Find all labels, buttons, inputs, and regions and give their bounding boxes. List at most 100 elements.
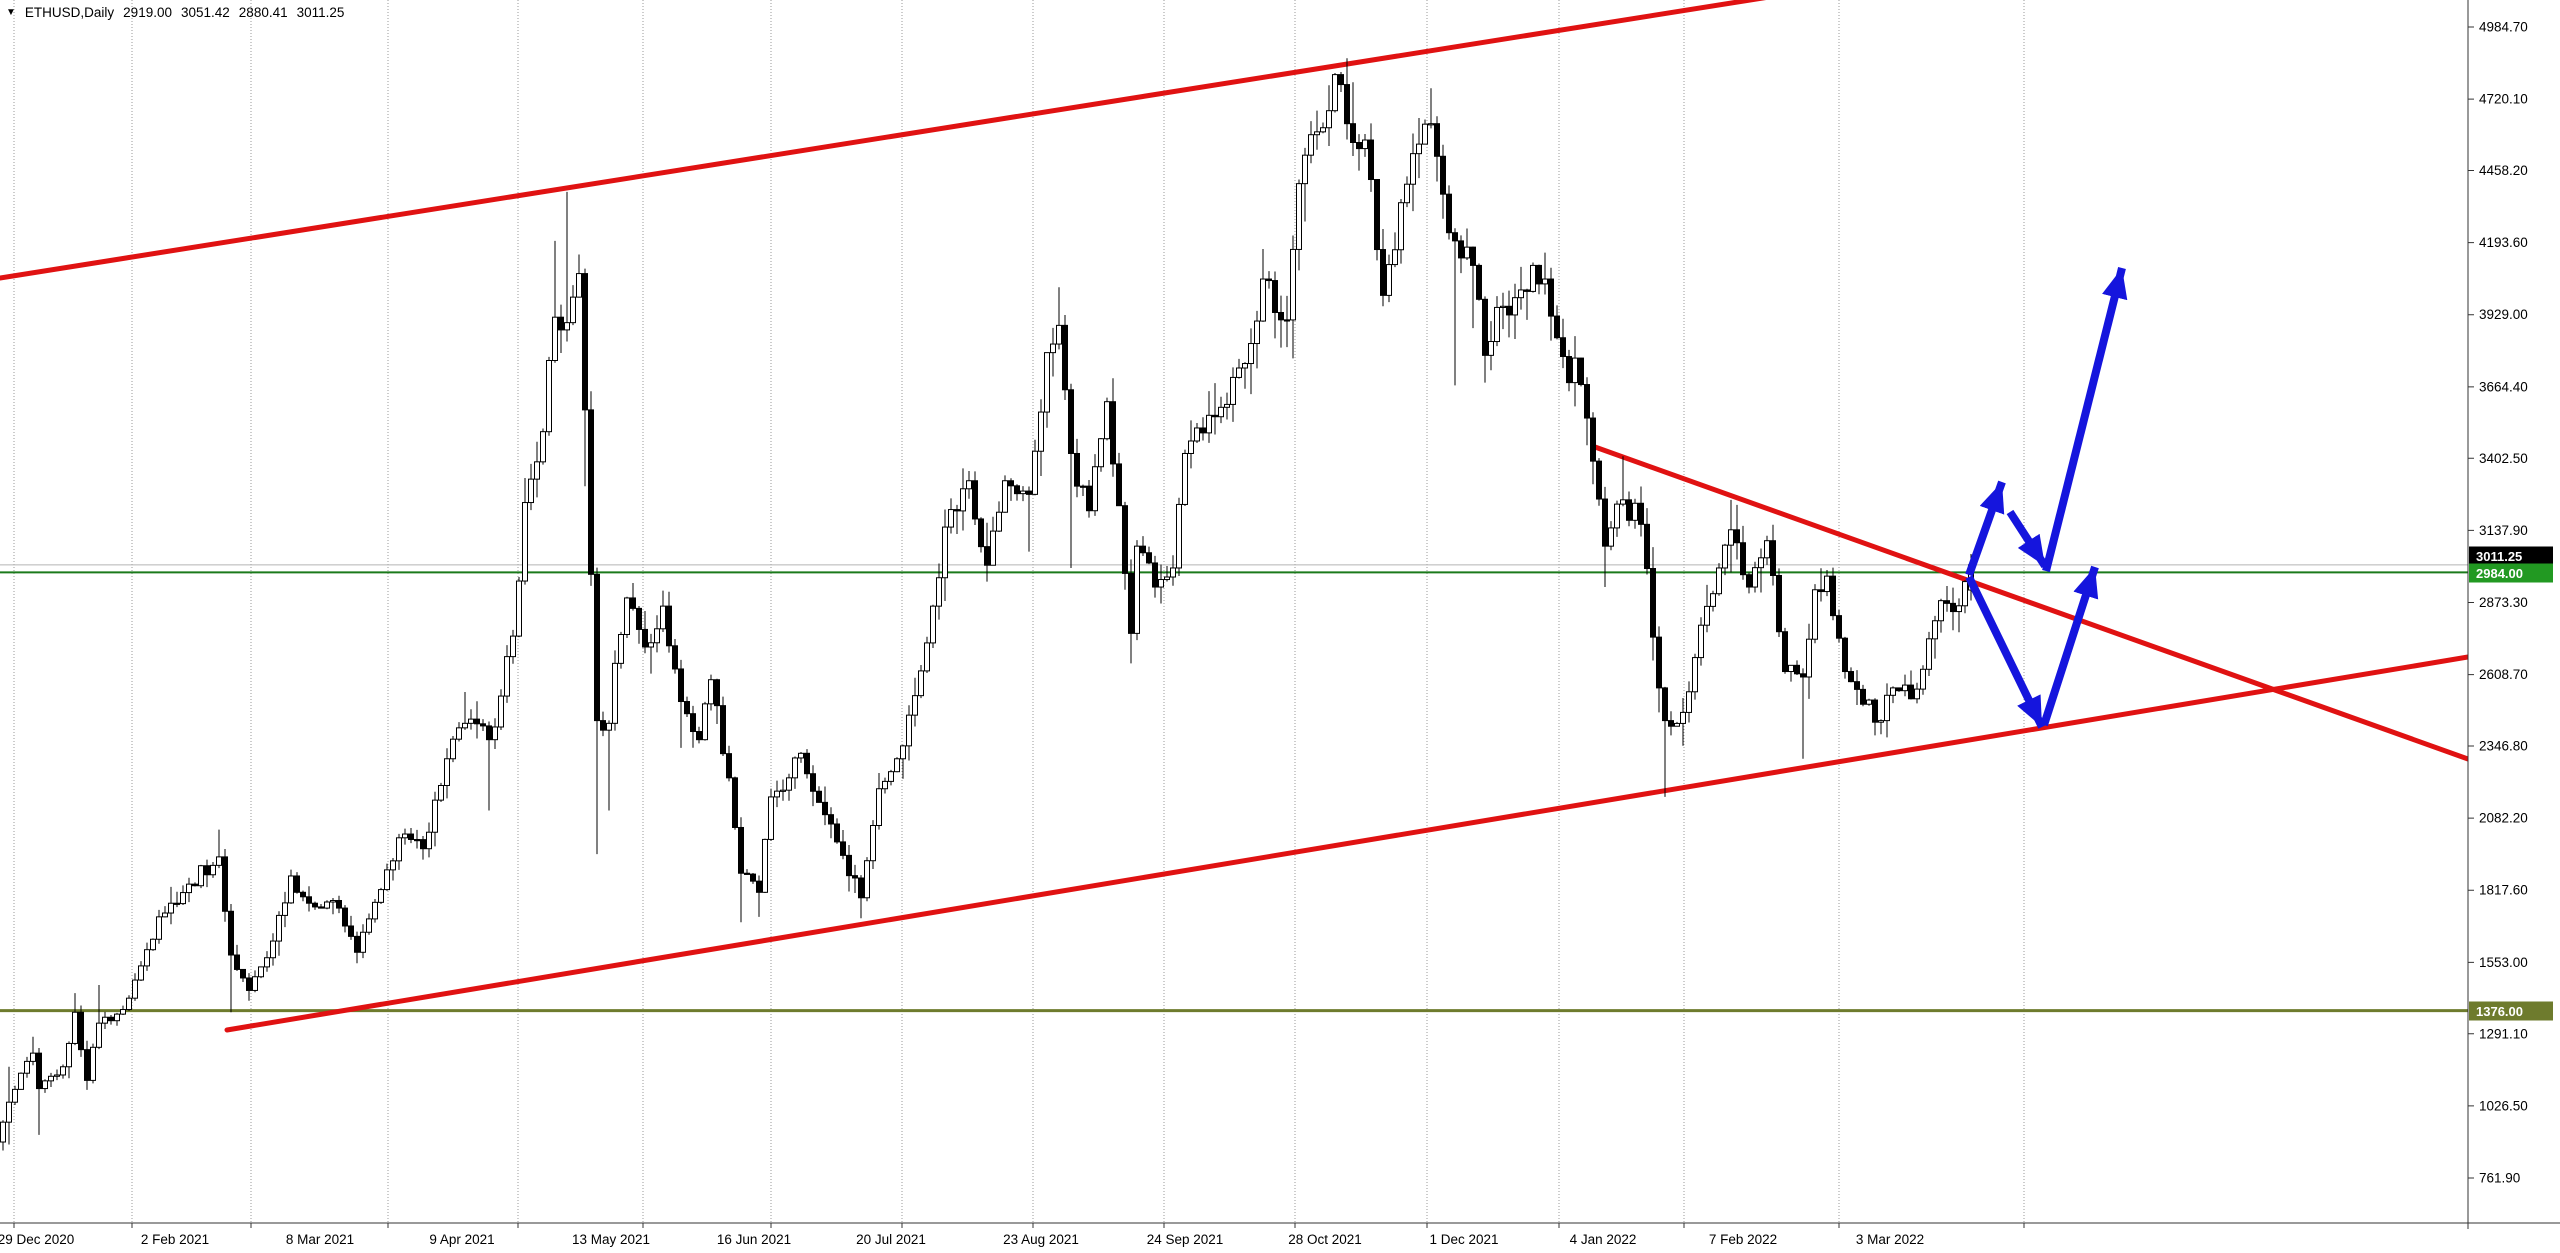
candle-body-up: [1878, 720, 1884, 723]
candle: [1428, 88, 1434, 129]
candle-body-up: [792, 757, 798, 779]
candle-body-up: [150, 938, 156, 951]
candle: [1488, 321, 1494, 371]
candle-body-up: [660, 605, 666, 630]
candle-body-down: [954, 509, 960, 512]
trendline-descending-resistance[interactable]: [1592, 444, 2468, 762]
candle-body-down: [1368, 139, 1374, 181]
candle-body-up: [144, 949, 150, 967]
candle-body-down: [1140, 545, 1146, 554]
candle-body-down: [1566, 356, 1572, 384]
arrow-down-to-support[interactable]: [1965, 575, 2046, 729]
candle-body-down: [84, 1049, 90, 1081]
candle: [1758, 548, 1764, 593]
candle: [1788, 664, 1794, 682]
candle-body-down: [1272, 280, 1278, 313]
candle-body-up: [198, 865, 204, 887]
arrow-up-small[interactable]: [1965, 480, 2006, 577]
candle: [600, 711, 606, 737]
candle: [708, 674, 714, 711]
candle-body-up: [1038, 411, 1044, 452]
candle: [822, 786, 828, 826]
candle: [1296, 179, 1302, 271]
candle: [1938, 598, 1944, 633]
candle: [1560, 318, 1566, 369]
candle-body-up: [624, 597, 630, 635]
candle: [204, 859, 210, 888]
candle-body-down: [816, 790, 822, 803]
trendline-upper-channel[interactable]: [0, 0, 2468, 281]
arrow-up-from-support[interactable]: [2040, 565, 2099, 727]
candle: [1224, 392, 1230, 420]
forecast-arrows: [1965, 267, 2128, 729]
candle-body-up: [1866, 699, 1872, 705]
candle-body-up: [540, 431, 546, 463]
candle-body-up: [1392, 249, 1398, 266]
candle: [252, 970, 258, 993]
candle: [300, 890, 306, 902]
candle: [342, 905, 348, 933]
price-tick-label: 3664.40: [2479, 379, 2528, 394]
candle: [756, 875, 762, 917]
candle-body-up: [96, 1022, 102, 1048]
candle-body-up: [1134, 545, 1140, 634]
candle: [936, 563, 942, 620]
candle-body-down: [1770, 540, 1776, 576]
candle: [42, 1079, 48, 1093]
candle: [1932, 615, 1938, 659]
price-tick-label: 4193.60: [2479, 235, 2528, 250]
candle: [714, 678, 720, 725]
candle: [1020, 486, 1026, 502]
candle-body-down: [414, 838, 420, 842]
candle: [1746, 572, 1752, 594]
candle-body-up: [324, 901, 330, 909]
time-tick-label: 24 Sep 2021: [1147, 1232, 1224, 1247]
candle-body-up: [504, 656, 510, 697]
candle: [774, 780, 780, 808]
candle: [366, 913, 372, 935]
candle-body-down: [1380, 249, 1386, 296]
candle: [576, 254, 582, 298]
candle: [744, 869, 750, 875]
candle: [210, 862, 216, 878]
candle: [1272, 271, 1278, 339]
arrow-down-to-green[interactable]: [2006, 509, 2049, 569]
candle-body-down: [1860, 688, 1866, 705]
candle-body-up: [24, 1060, 30, 1074]
price-axis[interactable]: 4984.70 4720.10 4458.20 4193.60 3929.00 3664.…: [2468, 19, 2553, 1186]
candle-body-up: [1938, 600, 1944, 622]
candle-body-up: [1710, 593, 1716, 607]
candle: [564, 191, 570, 342]
candle-body-down: [1908, 684, 1914, 700]
candle: [1452, 228, 1458, 386]
candle: [1722, 543, 1728, 576]
candle-body-up: [102, 1016, 108, 1024]
candle: [372, 899, 378, 923]
candle: [1776, 568, 1782, 637]
candle: [1482, 296, 1488, 383]
candle: [1458, 235, 1464, 274]
arrow-up-big[interactable]: [2042, 267, 2128, 572]
time-axis[interactable]: 29 Dec 2020 2 Feb 2021 8 Mar 2021 9 Apr 202…: [0, 1223, 2025, 1247]
candle-body-up: [1884, 694, 1890, 722]
candle: [1608, 521, 1614, 551]
trendline-lower-support[interactable]: [224, 654, 2468, 1033]
candle-body-down: [1506, 305, 1512, 316]
candle: [1134, 540, 1140, 641]
candle-body-down: [1578, 357, 1584, 386]
candle-body-up: [1686, 691, 1692, 713]
candle-body-up: [990, 530, 996, 566]
candle: [1410, 133, 1416, 212]
candle-body-down: [738, 826, 744, 874]
candle: [1944, 585, 1950, 612]
candle-body-up: [1260, 278, 1266, 322]
candle-body-down: [1278, 311, 1284, 321]
candle: [1380, 228, 1386, 307]
candle: [138, 961, 144, 982]
candle: [636, 606, 642, 644]
candle: [198, 864, 204, 889]
candle: [1098, 437, 1104, 472]
candle-body-up: [1530, 264, 1536, 292]
price-tick-label: 3929.00: [2479, 307, 2528, 322]
